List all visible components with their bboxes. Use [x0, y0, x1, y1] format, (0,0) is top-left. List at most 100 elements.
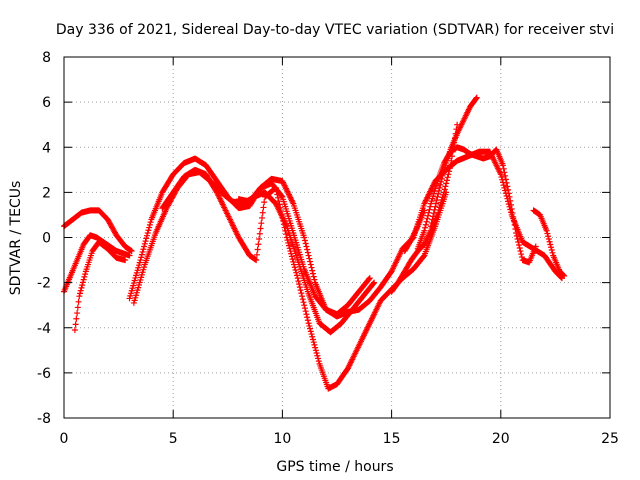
- data-point: [288, 250, 295, 257]
- data-point: [283, 231, 290, 238]
- data-point: [73, 315, 80, 322]
- data-point: [543, 227, 550, 234]
- data-point: [515, 239, 522, 246]
- data-point: [303, 311, 310, 318]
- data-point: [449, 148, 456, 155]
- data-point: [82, 271, 89, 278]
- data-point: [454, 121, 461, 128]
- data-point: [442, 183, 449, 190]
- data-point: [438, 178, 445, 185]
- data-point: [436, 184, 443, 191]
- data-point: [366, 275, 373, 282]
- data-point: [254, 246, 261, 253]
- data-point: [430, 210, 437, 217]
- series-arc-11: [530, 207, 568, 279]
- data-point: [309, 336, 316, 343]
- data-point: [261, 199, 268, 206]
- data-point: [421, 207, 428, 214]
- data-point: [309, 333, 316, 340]
- data-point: [303, 243, 310, 250]
- data-point: [434, 193, 441, 200]
- y-tick-label: -2: [37, 276, 51, 292]
- data-point: [145, 227, 152, 234]
- data-point: [72, 321, 79, 328]
- data-point: [508, 205, 515, 212]
- data-point: [545, 236, 552, 243]
- data-point: [312, 347, 319, 354]
- y-tick-label: 6: [42, 95, 51, 111]
- data-point: [514, 236, 521, 243]
- data-point: [307, 261, 314, 268]
- data-point: [71, 327, 78, 334]
- data-point: [441, 189, 448, 196]
- data-point: [546, 238, 553, 245]
- data-point: [298, 290, 305, 297]
- data-point: [510, 213, 517, 220]
- data-point: [295, 278, 302, 285]
- series-arc-10: [401, 207, 428, 255]
- data-point: [313, 350, 320, 357]
- data-point: [291, 261, 298, 268]
- data-point: [74, 304, 81, 311]
- data-point: [288, 253, 295, 260]
- data-point: [507, 197, 514, 204]
- data-point: [447, 162, 454, 169]
- data-point: [502, 187, 509, 194]
- data-point: [293, 272, 300, 279]
- data-point: [259, 214, 266, 221]
- data-point: [77, 290, 84, 297]
- data-point: [305, 320, 312, 327]
- data-point: [146, 221, 153, 228]
- data-point: [424, 215, 431, 222]
- x-tick-label: 15: [383, 431, 401, 447]
- data-point: [144, 229, 151, 236]
- data-point: [141, 243, 148, 250]
- data-point: [503, 179, 510, 186]
- data-point: [561, 272, 568, 279]
- data-point: [286, 245, 293, 252]
- data-point: [275, 198, 282, 205]
- data-point: [256, 230, 263, 237]
- x-tick-label: 0: [60, 431, 69, 447]
- data-point: [311, 276, 318, 283]
- series-arc-9: [388, 121, 461, 295]
- data-point: [307, 325, 314, 332]
- data-point: [309, 267, 316, 274]
- data-layer: [61, 94, 568, 392]
- data-point: [314, 352, 321, 359]
- data-point: [283, 234, 290, 241]
- data-point: [299, 293, 306, 300]
- data-point: [302, 240, 309, 247]
- data-point: [137, 257, 144, 264]
- data-point: [315, 355, 322, 362]
- data-point: [308, 264, 315, 271]
- data-point: [451, 139, 458, 146]
- data-point: [300, 299, 307, 306]
- data-point: [518, 254, 525, 261]
- data-point: [255, 241, 262, 248]
- data-point: [516, 245, 523, 252]
- data-point: [423, 218, 430, 225]
- y-tick-label: 2: [42, 185, 51, 201]
- data-point: [296, 284, 303, 291]
- data-point: [77, 287, 84, 294]
- data-point: [532, 243, 539, 250]
- data-point: [444, 174, 451, 181]
- data-point: [449, 153, 456, 160]
- data-point: [426, 206, 433, 213]
- data-point: [433, 197, 440, 204]
- data-point: [371, 279, 378, 286]
- data-point: [78, 284, 85, 291]
- tick-layer: 0 5 10 15 20 25 -8 -6 -4 -2 0 2 4 6 8: [37, 50, 619, 447]
- data-point: [287, 248, 294, 255]
- data-point: [304, 249, 311, 256]
- x-axis-label: GPS time / hours: [276, 459, 393, 475]
- data-point: [422, 221, 429, 228]
- data-point: [79, 282, 86, 289]
- data-point: [311, 341, 318, 348]
- data-point: [76, 293, 83, 300]
- data-point: [366, 276, 373, 283]
- data-point: [312, 344, 319, 351]
- data-point: [290, 258, 297, 265]
- data-point: [306, 255, 313, 262]
